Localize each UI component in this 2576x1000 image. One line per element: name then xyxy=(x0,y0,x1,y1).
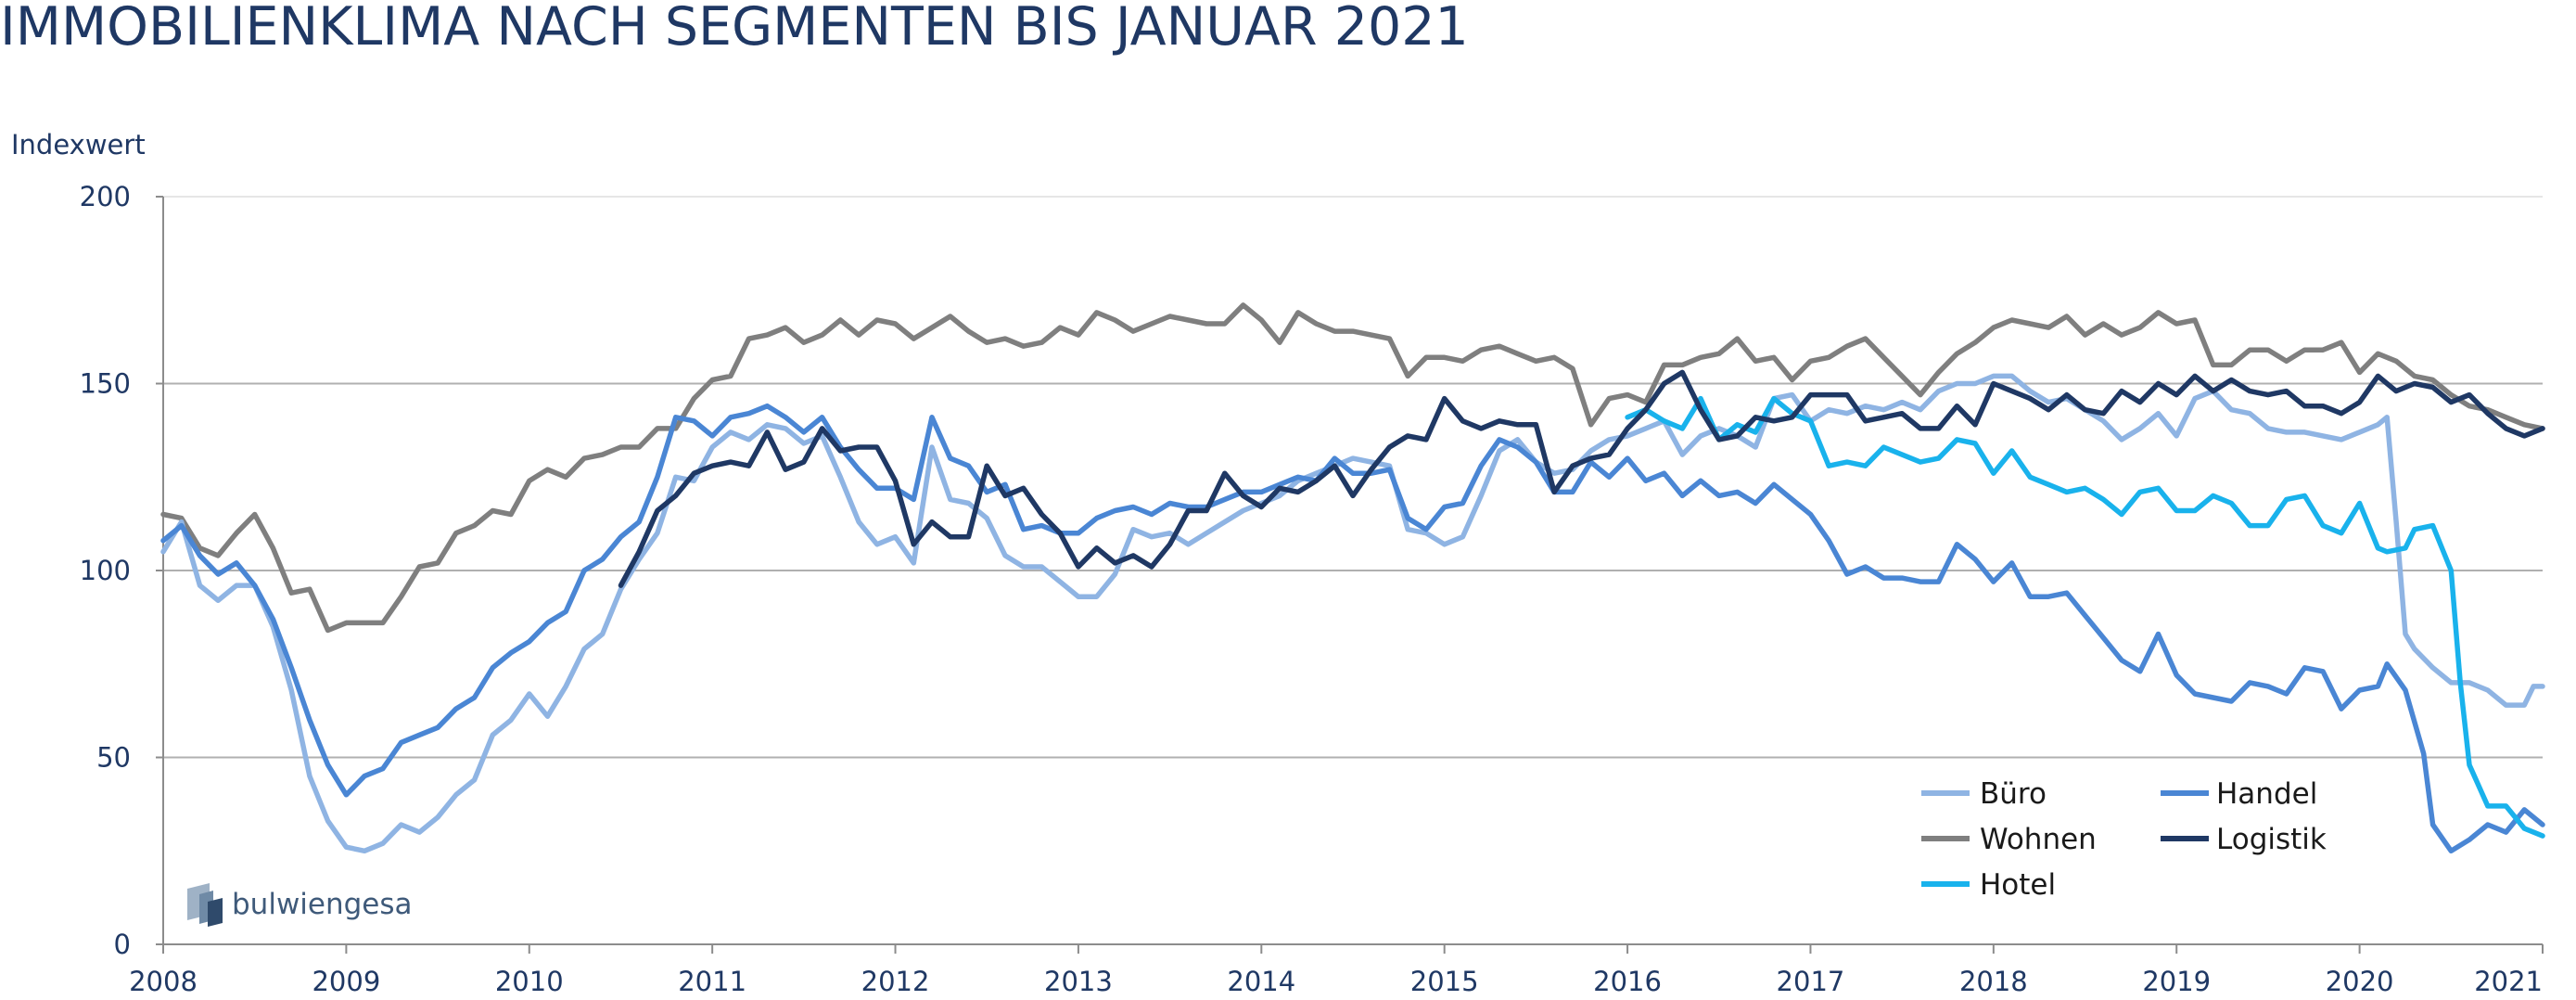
grid-lines xyxy=(162,196,2543,945)
legend-item-logistik: Logistik xyxy=(2161,823,2327,856)
x-tick-label-2017: 2017 xyxy=(1777,966,1845,997)
x-tick-label-2019: 2019 xyxy=(2142,966,2211,997)
x-tick-label-2021: 2021 xyxy=(2474,966,2543,997)
x-tick-label-2016: 2016 xyxy=(1593,966,1662,997)
legend: Büro Handel Wohnen Logistik Hotel xyxy=(1921,777,2327,902)
legend-item-handel: Handel xyxy=(2161,777,2317,811)
logo-bars-icon xyxy=(187,883,223,927)
y-tick-label-100: 100 xyxy=(80,555,131,586)
y-tick-label-50: 50 xyxy=(96,742,131,774)
y-tick-label-150: 150 xyxy=(80,368,131,400)
legend-label-buero: Büro xyxy=(1980,777,2047,811)
series-lines xyxy=(160,302,2545,854)
y-axis-label: Indexwert xyxy=(11,129,146,160)
y-axis-ticks: 0 50 100 150 200 xyxy=(80,181,163,960)
x-tick-label-2010: 2010 xyxy=(495,966,564,997)
x-tick-label-2009: 2009 xyxy=(312,966,380,997)
y-tick-label-200: 200 xyxy=(80,181,131,212)
series-line-buero xyxy=(160,373,2545,854)
series-line-handel xyxy=(160,403,2545,854)
legend-label-hotel: Hotel xyxy=(1980,868,2056,902)
series-line-logistik xyxy=(618,369,2545,588)
x-tick-label-2011: 2011 xyxy=(678,966,746,997)
legend-label-wohnen: Wohnen xyxy=(1980,823,2097,856)
x-axis-ticks: 2008 2009 2010 2011 2012 2013 2014 2015 2016 2017… xyxy=(129,944,2544,997)
chart-title: IMMOBILIENKLIMA NACH SEGMENTEN BIS JANUA… xyxy=(0,0,1469,58)
legend-item-bueroe: Büro xyxy=(1921,777,2047,811)
x-tick-label-2020: 2020 xyxy=(2326,966,2394,997)
logo-wordmark: bulwiengesa xyxy=(232,888,413,921)
y-tick-label-0: 0 xyxy=(114,929,131,960)
x-tick-label-2008: 2008 xyxy=(129,966,198,997)
x-tick-label-2015: 2015 xyxy=(1410,966,1479,997)
x-tick-label-2018: 2018 xyxy=(1959,966,2028,997)
legend-label-logistik: Logistik xyxy=(2216,823,2327,856)
series-line-hotel xyxy=(1625,395,2545,839)
bulwiengesa-logo: bulwiengesa xyxy=(187,883,413,927)
x-tick-label-2014: 2014 xyxy=(1227,966,1295,997)
legend-item-hotel: Hotel xyxy=(1921,868,2056,902)
legend-label-handel: Handel xyxy=(2216,777,2317,811)
x-tick-label-2012: 2012 xyxy=(861,966,930,997)
x-tick-label-2013: 2013 xyxy=(1044,966,1113,997)
series-line-wohnen xyxy=(160,302,2545,634)
legend-item-wohnen: Wohnen xyxy=(1921,823,2097,856)
